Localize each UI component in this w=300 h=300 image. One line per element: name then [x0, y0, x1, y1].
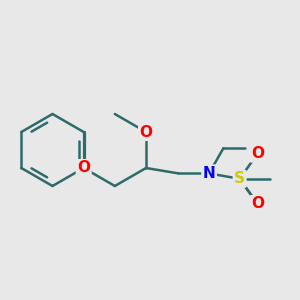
Text: O: O — [77, 160, 90, 175]
Text: O: O — [251, 146, 264, 161]
Text: N: N — [203, 166, 215, 181]
Text: S: S — [234, 171, 245, 186]
Text: O: O — [140, 124, 152, 140]
Text: O: O — [251, 196, 264, 211]
